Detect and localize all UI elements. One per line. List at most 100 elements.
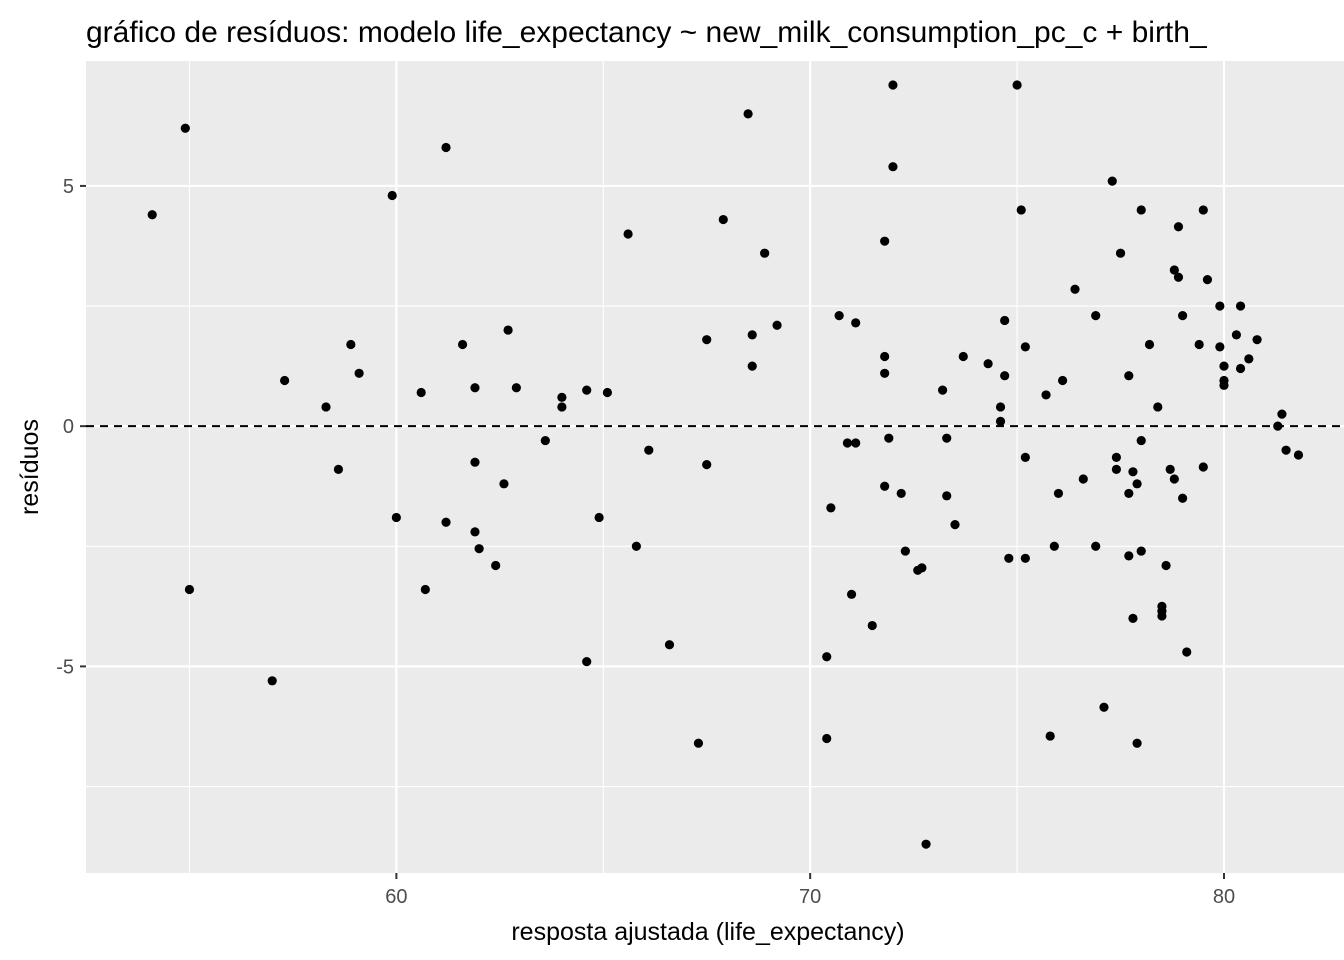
data-point: [1252, 335, 1262, 345]
data-point: [1215, 342, 1225, 352]
data-point: [470, 383, 480, 393]
data-point: [937, 385, 948, 395]
data-point: [995, 402, 1006, 412]
data-point: [416, 387, 426, 398]
data-point: [664, 640, 675, 650]
data-point: [1169, 474, 1179, 484]
data-point: [917, 563, 927, 573]
data-point: [867, 620, 877, 631]
data-point: [743, 109, 753, 119]
data-point: [557, 392, 567, 402]
data-point: [851, 318, 861, 328]
data-point: [772, 320, 782, 330]
data-point: [1132, 479, 1142, 489]
data-point: [1178, 493, 1188, 503]
data-point: [184, 584, 195, 595]
y-tick-label: 5: [63, 176, 74, 198]
data-point: [1020, 553, 1030, 563]
data-point: [1202, 275, 1213, 285]
data-point: [1169, 265, 1179, 275]
data-point: [180, 123, 190, 133]
data-point: [1124, 488, 1134, 499]
data-point: [1244, 354, 1254, 364]
data-point: [995, 416, 1006, 426]
data-point: [457, 339, 468, 350]
data-point: [1136, 205, 1146, 215]
y-axis-ticks: -5 0 5: [56, 176, 86, 678]
data-point: [1136, 435, 1146, 446]
data-point: [1020, 452, 1030, 462]
data-point: [1198, 205, 1208, 215]
data-point: [958, 351, 968, 362]
data-point: [1178, 311, 1188, 321]
data-point: [503, 325, 513, 335]
data-point: [1128, 467, 1138, 477]
data-point: [511, 383, 521, 393]
minor-gridlines: [86, 61, 1344, 873]
data-point: [470, 457, 480, 467]
data-point: [1132, 738, 1142, 748]
data-point: [1045, 731, 1055, 741]
data-point: [346, 339, 356, 350]
data-point: [147, 210, 157, 220]
data-point: [880, 351, 890, 362]
data-point: [1016, 205, 1026, 215]
data-point: [1293, 450, 1304, 460]
data-point: [1058, 375, 1068, 386]
data-point: [1124, 551, 1134, 561]
data-point: [1020, 342, 1030, 352]
data-point: [354, 368, 364, 378]
data-point: [842, 438, 853, 448]
plot-panel: [86, 61, 1344, 873]
data-point: [1273, 421, 1283, 431]
data-point: [1219, 380, 1229, 390]
data-point: [1091, 311, 1101, 321]
data-point: [1165, 464, 1175, 475]
x-tick-label: 60: [385, 886, 407, 908]
data-point: [921, 839, 931, 849]
data-point: [1194, 339, 1204, 350]
data-point: [391, 512, 401, 523]
data-point: [1215, 301, 1225, 311]
data-point: [280, 375, 290, 386]
x-axis-title: resposta ajustada (life_expectancy): [511, 918, 904, 946]
data-point: [880, 368, 890, 378]
data-point: [1277, 409, 1287, 419]
data-point: [747, 330, 757, 340]
data-point: [1144, 339, 1155, 350]
data-point: [888, 80, 898, 90]
data-point: [1041, 390, 1051, 400]
data-point: [822, 652, 832, 662]
data-point: [851, 438, 861, 448]
data-point: [1161, 560, 1171, 571]
data-point: [702, 459, 712, 470]
data-point: [644, 445, 654, 455]
data-point: [594, 512, 604, 523]
y-axis-title: resíduos: [16, 419, 44, 515]
data-point: [1136, 546, 1146, 556]
data-point: [880, 481, 890, 491]
data-point: [1198, 462, 1208, 472]
data-point: [441, 142, 451, 153]
x-tick-label: 80: [1213, 886, 1235, 908]
data-point: [1124, 371, 1134, 381]
data-point: [1099, 702, 1109, 712]
data-point: [1182, 647, 1192, 657]
data-point: [1281, 445, 1291, 455]
data-point: [470, 527, 480, 537]
data-point: [888, 162, 898, 172]
data-point: [1000, 315, 1010, 326]
data-point: [499, 479, 509, 489]
x-tick-label: 70: [799, 886, 821, 908]
data-point: [1078, 474, 1088, 484]
data-point: [474, 544, 484, 554]
data-point: [896, 488, 906, 499]
data-point: [1091, 541, 1101, 551]
data-point: [1231, 330, 1242, 340]
y-tick-label: 0: [63, 416, 74, 438]
data-point: [333, 464, 344, 475]
data-point: [1012, 80, 1022, 90]
data-point: [760, 248, 770, 258]
data-point: [884, 433, 894, 443]
